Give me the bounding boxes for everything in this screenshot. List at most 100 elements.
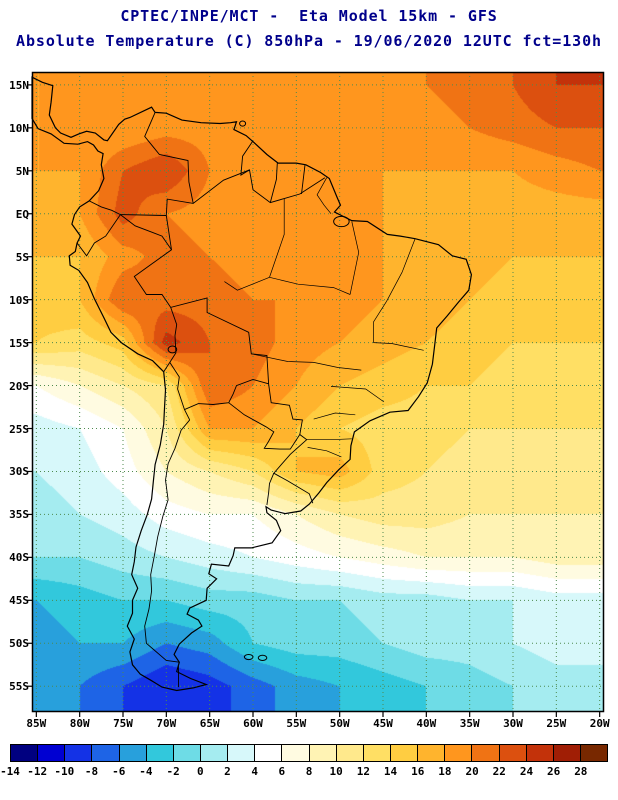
- falkland-west-island: [243, 653, 254, 661]
- lat-tick-label: 5S: [15, 250, 29, 264]
- lon-tick-label: 80W: [69, 717, 90, 730]
- colorbar-tick-label: 22: [492, 765, 506, 778]
- colorbar-block: [119, 745, 147, 761]
- colorbar-tick-label: 18: [438, 765, 452, 778]
- country-border: [144, 419, 191, 663]
- lon-tick-label: 40W: [416, 717, 437, 730]
- lon-tick-label: 20W: [589, 717, 610, 730]
- colorbar-tick-label: 26: [547, 765, 561, 778]
- colorbar-block: [499, 745, 527, 761]
- state-border: [306, 438, 352, 441]
- lat-tick-label: 40S: [9, 551, 29, 565]
- country-border: [169, 362, 191, 421]
- state-border: [373, 342, 424, 351]
- colorbar-tick-label: -6: [112, 765, 126, 778]
- temperature-field: [32, 72, 604, 712]
- page-subtitle: Absolute Temperature (C) 850hPa - 19/06/…: [16, 32, 602, 50]
- state-border: [269, 276, 351, 295]
- country-border: [184, 379, 269, 411]
- colorbar-tick-label: 4: [251, 765, 258, 778]
- colorbar-tick-label: -8: [84, 765, 99, 778]
- lon-tick-label: 50W: [329, 717, 350, 730]
- lat-tick-label: 25S: [9, 422, 29, 436]
- lon-tick-label: 30W: [503, 717, 523, 730]
- lon-tick-label: 60W: [243, 717, 263, 730]
- map-plot: [27, 71, 605, 717]
- coastline: [31, 76, 473, 692]
- lat-tick-label: 20S: [9, 379, 29, 393]
- colorbar-block: [228, 745, 256, 761]
- lat-axis: 15N 10N 5N EQ 5S 10S 15S 20S 25S 30S 35S 40S 45S 50S 5…: [0, 0, 32, 800]
- colorbar-tick-label: -2: [166, 765, 180, 778]
- colorbar-tick-label: 2: [224, 765, 231, 778]
- lat-tick-label: 35S: [9, 508, 29, 522]
- lat-tick-label: EQ: [15, 207, 29, 221]
- state-border: [349, 221, 360, 295]
- trinidad-island: [239, 120, 247, 127]
- lat-tick-label: 15N: [9, 78, 29, 92]
- colorbar-tick-label: 14: [383, 765, 398, 778]
- colorbar-block: [146, 745, 174, 761]
- colorbar-block: [363, 745, 391, 761]
- colorbar-block: [282, 745, 310, 761]
- colorbar-tick-label: 24: [519, 765, 534, 778]
- colorbar-block: [472, 745, 500, 761]
- lat-tick-label: 15S: [9, 336, 29, 350]
- colorbar-tick-label: 12: [356, 765, 370, 778]
- colorbar-block: [580, 745, 608, 761]
- colorbar-block: [173, 745, 201, 761]
- lon-tick-label: 65W: [199, 717, 220, 730]
- state-border: [251, 353, 362, 371]
- colorbar-block: [336, 745, 364, 761]
- colorbar-tick-label: -10: [54, 765, 75, 778]
- country-border: [163, 307, 178, 373]
- country-border: [144, 112, 194, 204]
- state-border: [386, 238, 416, 302]
- country-border: [228, 402, 301, 450]
- lon-tick-label: 25W: [546, 717, 567, 730]
- colorbar-block: [445, 745, 473, 761]
- lon-axis: 85W 80W 75W 70W 65W 60W 55W 50W 45W 40W 35W 30W 25W 2…: [0, 717, 618, 731]
- colorbar: -14 -12 -10 -8 -6 -4 -2 0 2 4 6 8 10 12 14 16 18 20 22 24 26…: [0, 744, 608, 780]
- lon-tick-label: 75W: [113, 717, 133, 730]
- colorbar-tick-label: 10: [329, 765, 343, 778]
- falkland-east-island: [257, 654, 268, 661]
- colorbar-tick-label: 20: [465, 765, 479, 778]
- state-border: [330, 386, 385, 403]
- country-border: [301, 164, 306, 195]
- state-border: [316, 177, 332, 214]
- lat-tick-label: 55S: [9, 680, 29, 694]
- country-border: [120, 214, 172, 251]
- country-border: [76, 214, 121, 257]
- lat-tick-label: 45S: [9, 594, 29, 608]
- colorbar-block: [11, 745, 39, 761]
- lon-tick-label: 55W: [286, 717, 307, 730]
- colorbar-block: [390, 745, 419, 761]
- country-border: [269, 163, 278, 203]
- lat-tick-label: 30S: [9, 465, 29, 479]
- colorbar-tick-label: 16: [411, 765, 425, 778]
- colorbar-block: [418, 745, 446, 761]
- marajo-island: [333, 215, 350, 228]
- lon-tick-label: 85W: [26, 717, 47, 730]
- colorbar-tick-label: -4: [139, 765, 153, 778]
- lon-tick-label: 35W: [459, 717, 480, 730]
- country-border: [266, 473, 275, 506]
- lake-titicaca: [167, 345, 178, 354]
- country-border: [240, 140, 254, 176]
- colorbar-tick-label: 6: [278, 765, 286, 778]
- country-border: [133, 169, 326, 504]
- colorbar-block: [309, 745, 337, 761]
- colorbar-tick-label: 8: [305, 765, 313, 778]
- state-border: [269, 198, 285, 278]
- colorbar-block: [553, 745, 581, 761]
- country-border: [89, 200, 167, 216]
- page-title: CPTEC/INPE/MCT - Eta Model 15km - GFS: [120, 7, 498, 25]
- lon-tick-label: 70W: [156, 717, 177, 730]
- map-overlay: [27, 71, 605, 717]
- colorbar-tick-label: -14: [0, 765, 20, 778]
- state-border: [307, 447, 342, 458]
- state-border: [373, 301, 387, 343]
- lat-tick-label: 5N: [15, 164, 29, 178]
